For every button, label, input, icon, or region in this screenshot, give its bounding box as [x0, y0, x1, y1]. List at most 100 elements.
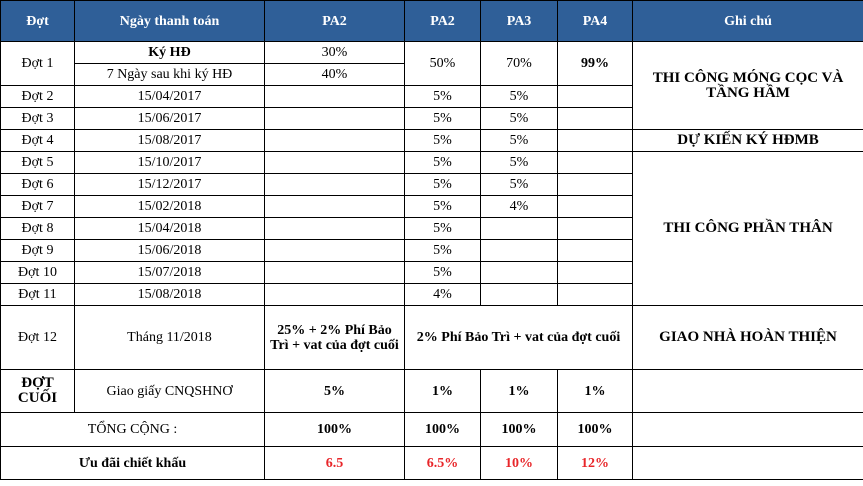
- pa4-value: [557, 239, 633, 262]
- pa2a-value: [264, 239, 405, 262]
- pa2a-value: [264, 283, 405, 306]
- dot-1-pa3: 70%: [480, 41, 558, 86]
- note-body: THI CÔNG PHẦN THÂN: [632, 151, 863, 306]
- dot-label: Đợt 11: [0, 283, 75, 306]
- table-row-total: TỔNG CỘNG : 100% 100% 100% 100%: [0, 412, 863, 447]
- payment-date: 15/06/2018: [74, 239, 265, 262]
- pa2a-value: [264, 129, 405, 152]
- pa2b-value: 4%: [404, 283, 481, 306]
- pa2a-value: [264, 217, 405, 240]
- pa2a-value: [264, 85, 405, 108]
- payment-date: 15/04/2017: [74, 85, 265, 108]
- pa4-value: [557, 283, 633, 306]
- payment-date: 15/06/2017: [74, 107, 265, 130]
- pa4-value: [557, 151, 633, 174]
- dot-12-label: Đợt 12: [0, 305, 75, 370]
- pa2a-value: [264, 107, 405, 130]
- payment-date: 15/12/2017: [74, 173, 265, 196]
- pa4-value: [557, 217, 633, 240]
- table-row-dot-1a: Đợt 1 Ký HĐ 30% 50% 70% 99% THI CÔNG MÓN…: [0, 41, 863, 130]
- total-pa4: 100%: [557, 412, 633, 447]
- dot-12-other-plans: 2% Phí Bảo Trì + vat của đợt cuối: [404, 305, 633, 370]
- header-note: Ghi chú: [632, 0, 863, 42]
- pa3-value: 5%: [480, 85, 558, 108]
- pa2b-value: 5%: [404, 217, 481, 240]
- total-note: [632, 412, 863, 447]
- total-pa2a: 100%: [264, 412, 405, 447]
- pa2b-value: 5%: [404, 195, 481, 218]
- discount-note: [632, 446, 863, 480]
- final-pa2b: 1%: [404, 369, 481, 413]
- table-row-dot-9: Đợt 9 15/06/2018 5%: [0, 239, 863, 262]
- final-dot-label: ĐỢT CUỐI: [0, 369, 75, 413]
- pa4-value: [557, 195, 633, 218]
- total-pa2b: 100%: [404, 412, 481, 447]
- table-row-dot-6: Đợt 6 15/12/2017 5% 5%: [0, 173, 863, 196]
- payment-date: 15/02/2018: [74, 195, 265, 218]
- pa2a-value: [264, 173, 405, 196]
- total-label: TỔNG CỘNG :: [0, 412, 265, 447]
- dot-1-pa2a-after: 40%: [264, 63, 405, 86]
- final-note: [632, 369, 863, 413]
- pa4-value: [557, 261, 633, 284]
- note-handover: GIAO NHÀ HOÀN THIỆN: [632, 305, 863, 370]
- dot-label: Đợt 10: [0, 261, 75, 284]
- table-row-dot-8: Đợt 8 15/04/2018 5%: [0, 217, 863, 240]
- pa4-value: [557, 173, 633, 196]
- table-row-discount: Ưu đãi chiết khấu 6.5 6.5% 10% 12%: [0, 446, 863, 480]
- pa2b-value: 5%: [404, 107, 481, 130]
- dot-label: Đợt 9: [0, 239, 75, 262]
- dot-label: Đợt 8: [0, 217, 75, 240]
- pa4-value: [557, 107, 633, 130]
- payment-date: 15/08/2017: [74, 129, 265, 152]
- final-pa3: 1%: [480, 369, 558, 413]
- pa3-value: [480, 217, 558, 240]
- header-pa2-first: PA2: [264, 0, 405, 42]
- pa2b-value: 5%: [404, 129, 481, 152]
- pa2a-value: [264, 195, 405, 218]
- dot-1-label: Đợt 1: [0, 41, 75, 86]
- dot-1-pa4: 99%: [557, 41, 633, 86]
- discount-pa3: 10%: [480, 446, 558, 480]
- pa3-value: 5%: [480, 151, 558, 174]
- table-row-dot-2: Đợt 2 15/04/2017 5% 5%: [0, 85, 863, 108]
- header-pa3: PA3: [480, 0, 558, 42]
- total-pa3: 100%: [480, 412, 558, 447]
- table-row-dot-12: Đợt 12 Tháng 11/2018 25% + 2% Phí Bảo Tr…: [0, 305, 863, 370]
- table-row-dot-4: Đợt 4 15/08/2017 5% 5% DỰ KIẾN KÝ HĐMB: [0, 129, 863, 152]
- pa3-value: [480, 239, 558, 262]
- header-row: Đợt Ngày thanh toán PA2 PA2 PA3 PA4 Ghi …: [0, 0, 863, 42]
- pa3-value: 5%: [480, 173, 558, 196]
- table-row-dot-7: Đợt 7 15/02/2018 5% 4%: [0, 195, 863, 218]
- pa2b-value: 5%: [404, 261, 481, 284]
- pa2a-value: [264, 261, 405, 284]
- pa3-value: 5%: [480, 129, 558, 152]
- dot-12-date: Tháng 11/2018: [74, 305, 265, 370]
- header-pa2-second: PA2: [404, 0, 481, 42]
- pa2b-value: 5%: [404, 239, 481, 262]
- discount-pa2a: 6.5: [264, 446, 405, 480]
- dot-label: Đợt 7: [0, 195, 75, 218]
- dot-label: Đợt 2: [0, 85, 75, 108]
- pa2b-value: 5%: [404, 151, 481, 174]
- payment-date: 15/08/2018: [74, 283, 265, 306]
- dot-1-date-sign: Ký HĐ: [74, 41, 265, 64]
- dot-1-date-after: 7 Ngày sau khi ký HĐ: [74, 63, 265, 86]
- pa4-value: [557, 129, 633, 152]
- dot-label: Đợt 3: [0, 107, 75, 130]
- discount-pa4: 12%: [557, 446, 633, 480]
- pa3-value: [480, 283, 558, 306]
- dot-1-pa2a-sign: 30%: [264, 41, 405, 64]
- header-dot: Đợt: [0, 0, 75, 42]
- payment-date: 15/04/2018: [74, 217, 265, 240]
- note-contract: DỰ KIẾN KÝ HĐMB: [632, 129, 863, 152]
- final-pa2a: 5%: [264, 369, 405, 413]
- dot-label: Đợt 4: [0, 129, 75, 152]
- pa2b-value: 5%: [404, 85, 481, 108]
- discount-label: Ưu đãi chiết khấu: [0, 446, 265, 480]
- dot-12-pa2a: 25% + 2% Phí Bảo Trì + vat của đợt cuối: [264, 305, 405, 370]
- table-row-dot-5: Đợt 5 15/10/2017 5% 5% THI CÔNG PHẦN THÂ…: [0, 151, 863, 306]
- pa2b-value: 5%: [404, 173, 481, 196]
- header-payment-date: Ngày thanh toán: [74, 0, 265, 42]
